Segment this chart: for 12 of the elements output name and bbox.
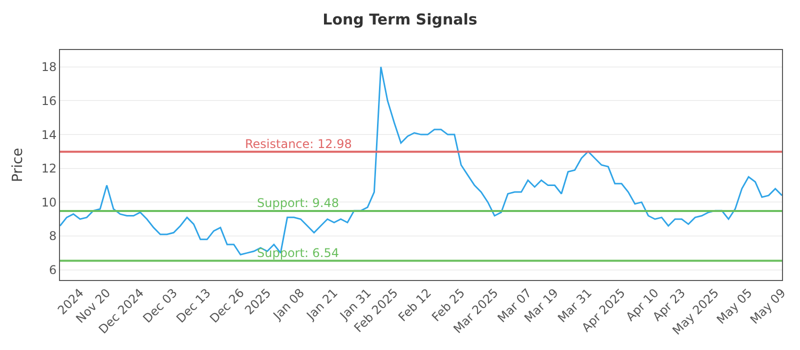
y-tick-label: 8 [48,229,57,244]
y-tick-label: 6 [48,263,57,278]
y-tick-label: 18 [41,60,57,74]
y-tick-label: 10 [41,195,57,210]
y-tick-label: 16 [41,94,57,108]
ref-line-label: Support: 6.54 [257,246,340,260]
ref-line-label: Resistance: 12.98 [245,137,352,151]
y-tick-label: 12 [41,162,57,176]
y-axis-title: Price [10,148,26,182]
chart-title: Long Term Signals [322,10,478,28]
ref-line-label: Support: 9.48 [257,196,340,210]
y-tick-label: 14 [41,128,57,142]
